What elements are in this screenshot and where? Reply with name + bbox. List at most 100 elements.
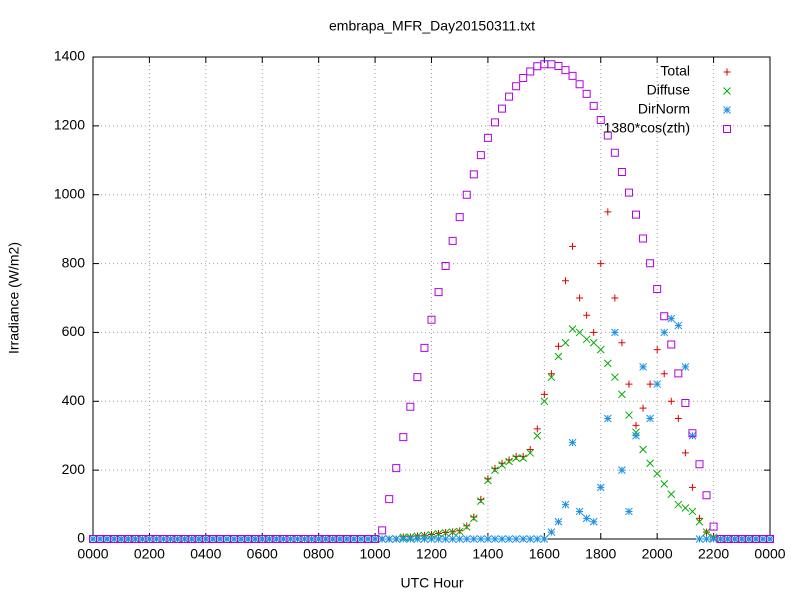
point (554, 517, 563, 526)
point (603, 131, 612, 140)
point (632, 210, 641, 219)
point (237, 535, 245, 543)
point (491, 535, 499, 543)
point (681, 504, 690, 512)
point (660, 328, 669, 337)
point (575, 328, 584, 337)
point (611, 328, 619, 337)
point (201, 535, 210, 543)
y-tick-label: 200 (62, 461, 86, 477)
point (173, 535, 182, 543)
point (575, 80, 584, 89)
x-tick-label: 0200 (134, 546, 165, 562)
point (744, 535, 753, 543)
x-tick-label: 1200 (416, 546, 447, 562)
point (589, 101, 598, 110)
point (455, 535, 464, 543)
point (554, 342, 562, 350)
point (667, 314, 676, 323)
point (498, 461, 506, 469)
point (406, 535, 415, 543)
point (96, 535, 104, 543)
legend-label: Total (660, 63, 690, 79)
point (653, 346, 661, 354)
point (307, 535, 316, 543)
point (399, 433, 408, 442)
point (575, 507, 584, 516)
point (103, 535, 111, 543)
point (484, 535, 492, 543)
legend-marker (723, 87, 731, 95)
point (152, 535, 161, 543)
x-tick-label: 1600 (529, 546, 560, 562)
point (300, 535, 309, 543)
point (639, 445, 647, 454)
point (216, 535, 224, 543)
point (660, 480, 669, 488)
point (681, 363, 690, 371)
point (526, 535, 535, 543)
point (554, 352, 563, 361)
point (611, 294, 619, 302)
point (117, 535, 126, 543)
y-tick-label: 1200 (54, 117, 85, 133)
point (335, 535, 344, 543)
point (512, 82, 521, 91)
point (618, 390, 626, 399)
point (632, 431, 640, 440)
point (639, 363, 647, 371)
point (730, 535, 739, 543)
point (455, 527, 464, 536)
point (540, 397, 549, 406)
point (477, 535, 485, 543)
point (350, 535, 358, 543)
point (667, 490, 676, 499)
x-tick-label: 1000 (360, 546, 391, 562)
y-tick-label: 1000 (54, 185, 85, 201)
point (244, 535, 252, 543)
point (561, 277, 569, 285)
point (540, 535, 549, 543)
point (674, 500, 683, 509)
point (138, 535, 147, 543)
point (498, 535, 506, 543)
point (547, 373, 556, 382)
point (596, 483, 605, 492)
point (463, 522, 471, 530)
point (505, 92, 514, 101)
point (526, 67, 535, 76)
point (674, 321, 683, 330)
x-tick-label: 2000 (642, 546, 673, 562)
x-tick-label: 0000 (77, 546, 108, 562)
point (639, 404, 647, 412)
x-tick-label: 0400 (190, 546, 221, 562)
point (441, 528, 450, 537)
point (230, 535, 238, 543)
point (371, 535, 380, 543)
point (632, 421, 640, 429)
point (533, 535, 542, 543)
point (406, 402, 415, 411)
point (131, 535, 140, 543)
y-tick-label: 400 (62, 392, 86, 408)
point (371, 535, 379, 543)
point (597, 260, 605, 268)
point (364, 535, 372, 543)
point (519, 535, 528, 543)
point (561, 338, 570, 347)
point (759, 535, 767, 543)
point (462, 523, 471, 531)
point (681, 449, 689, 457)
point (272, 535, 281, 543)
point (596, 345, 605, 354)
x-tick-label: 1400 (472, 546, 503, 562)
x-tick-label: 1800 (585, 546, 616, 562)
point (378, 526, 387, 535)
legend-marker (723, 106, 731, 114)
point (469, 514, 478, 523)
point (646, 380, 654, 388)
point (399, 535, 408, 543)
point (624, 188, 633, 197)
